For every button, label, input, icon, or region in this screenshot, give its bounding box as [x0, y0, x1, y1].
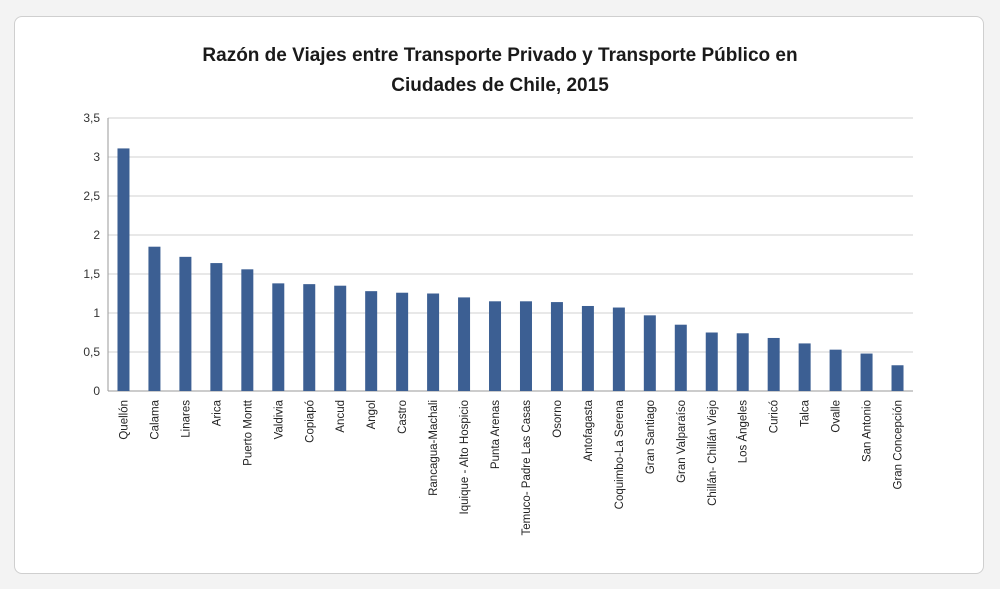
x-tick-label: Quellón [118, 400, 130, 440]
x-tick-label: Punta Arenas [490, 400, 502, 469]
bar [148, 246, 161, 391]
bar [396, 292, 409, 391]
x-tick-label: Valdivia [273, 399, 285, 439]
x-tick-label: Angol [366, 400, 378, 429]
bar [736, 333, 749, 391]
x-axis-labels: Quellón Calama Linares Arica Puerto Montt Val… [118, 399, 904, 535]
bar [581, 305, 594, 391]
x-tick-label: Ancud [335, 400, 347, 433]
y-tick-label: 3,5 [83, 111, 100, 125]
bar [550, 302, 563, 391]
bar [860, 353, 873, 391]
gridlines [108, 117, 913, 392]
bar [674, 324, 687, 391]
bar [117, 148, 130, 391]
x-tick-label: Temuco- Padre Las Casas [521, 400, 533, 536]
x-tick-label: Gran Concepción [893, 400, 905, 490]
bar [365, 291, 378, 391]
bar [489, 301, 502, 391]
bar [612, 307, 625, 391]
chart-title: Razón de Viajes entre Transporte Privado… [0, 41, 1000, 101]
bar [334, 285, 347, 391]
x-tick-label: Copiapó [304, 400, 316, 443]
y-tick-label: 3 [93, 150, 100, 164]
y-tick-label: 2 [93, 228, 100, 242]
chart-frame [14, 16, 984, 574]
x-tick-label: Curicó [769, 400, 781, 433]
bar [458, 297, 471, 391]
x-tick-label: Iquique - Alto Hospicio [459, 400, 471, 514]
x-tick-label: Ovalle [831, 400, 843, 433]
bar [272, 283, 285, 391]
x-tick-label: Castro [397, 400, 409, 434]
y-tick-label: 0,5 [83, 345, 100, 359]
x-tick-label: Osorno [552, 400, 564, 438]
chart-title-line-2: Ciudades de Chile, 2015 [391, 75, 609, 96]
x-tick-label: Coquimbo-La Serena [614, 399, 626, 509]
x-tick-label: San Antonio [862, 400, 874, 462]
bars [117, 148, 904, 391]
x-tick-label: Gran Santiago [645, 400, 657, 474]
y-tick-label: 1 [93, 306, 100, 320]
bar [427, 293, 440, 391]
bar [303, 284, 316, 391]
y-axis: 0 0,5 1 1,5 2 2,5 3 3,5 [83, 111, 109, 398]
y-tick-label: 0 [93, 384, 100, 398]
bar [179, 256, 192, 391]
bar [705, 332, 718, 391]
x-tick-label: Puerto Montt [242, 399, 254, 466]
x-tick-label: Arica [211, 399, 223, 426]
x-tick-label: Calama [149, 399, 161, 439]
bar [241, 269, 254, 391]
bar [829, 349, 842, 391]
x-tick-label: Los Ángeles [737, 400, 750, 464]
bar [767, 337, 780, 391]
y-tick-label: 1,5 [83, 267, 100, 281]
x-tick-label: Rancagua-Machali [428, 400, 440, 496]
y-tick-label: 2,5 [83, 189, 100, 203]
bar [519, 301, 532, 391]
x-tick-label: Talca [800, 399, 812, 426]
bar [891, 365, 904, 391]
chart-title-line-1: Razón de Viajes entre Transporte Privado… [202, 45, 798, 66]
bar [643, 315, 656, 391]
x-tick-label: Chillán- Chillán Viejo [707, 400, 719, 506]
x-tick-label: Antofagasta [583, 399, 595, 461]
x-tick-label: Gran Valparaíso [676, 400, 688, 483]
bar [798, 343, 811, 391]
x-tick-label: Linares [180, 400, 192, 438]
bar [210, 263, 223, 391]
